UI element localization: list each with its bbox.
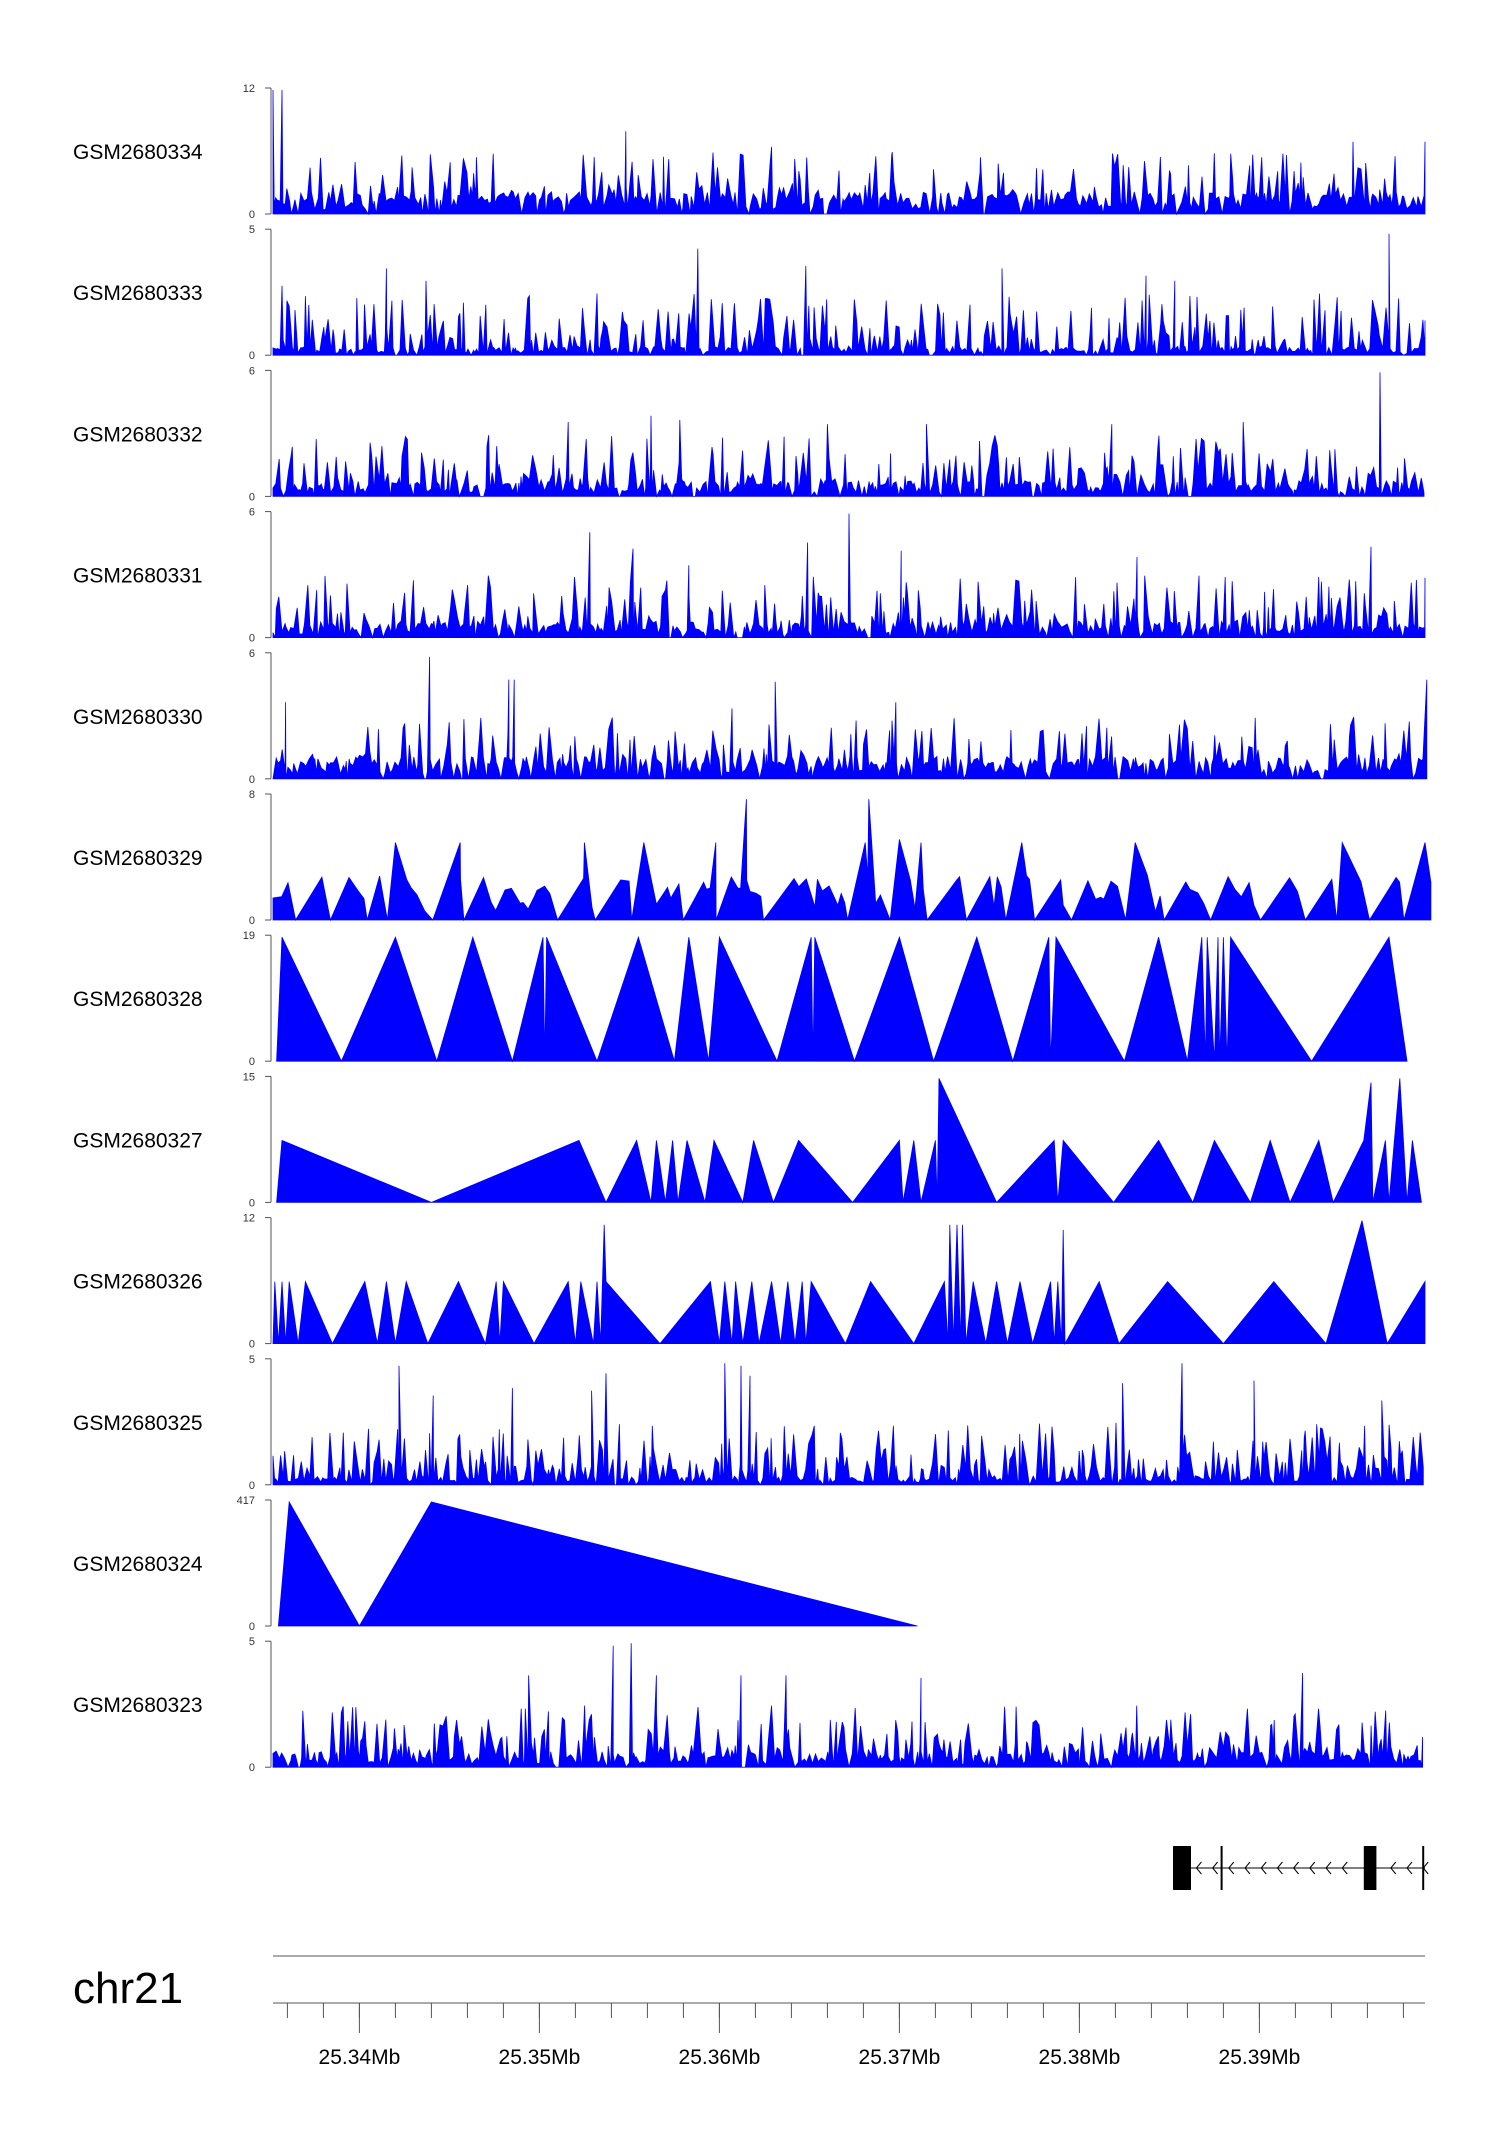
- axis-tick-label: 25.35Mb: [499, 2046, 581, 2069]
- coverage-area: [276, 1078, 1422, 1204]
- gene-exon: [1173, 1846, 1191, 1890]
- strand-chevron: [1211, 1861, 1218, 1875]
- track-name: GSM2680331: [73, 565, 203, 588]
- strand-chevron: [1406, 1861, 1413, 1875]
- track-name: GSM2680324: [73, 1553, 203, 1576]
- axis-tick-label: 25.34Mb: [319, 2046, 401, 2069]
- strand-chevron: [1325, 1861, 1332, 1875]
- y-min-label: 0: [249, 1762, 255, 1774]
- coverage-area: [272, 513, 1426, 640]
- track-gsm2680324: GSM2680324 417 0: [73, 1495, 918, 1633]
- strand-chevron: [1276, 1861, 1283, 1875]
- track-name: GSM2680327: [73, 1129, 203, 1152]
- coverage-area: [272, 372, 1425, 498]
- genome-axis: chr21 25.34Mb 25.35Mb 25.36Mb 25.37Mb 25.38M…: [73, 1955, 1425, 2069]
- strand-chevron: [1195, 1861, 1202, 1875]
- track-gsm2680325: GSM2680325 5 0: [73, 1354, 1424, 1492]
- y-min-label: 0: [249, 633, 255, 645]
- coverage-area: [272, 656, 1428, 781]
- strand-chevron: [1309, 1861, 1316, 1875]
- coverage-area: [272, 89, 1426, 216]
- track-gsm2680331: GSM2680331 6 0: [73, 507, 1426, 645]
- track-name: GSM2680334: [73, 141, 203, 164]
- strand-chevron: [1341, 1861, 1348, 1875]
- y-min-label: 0: [249, 491, 255, 503]
- track-gsm2680327: GSM2680327 15 0: [73, 1071, 1422, 1209]
- strand-chevron: [1292, 1861, 1299, 1875]
- strand-chevron: [1390, 1861, 1397, 1875]
- y-min-label: 0: [249, 915, 255, 927]
- coverage-area: [272, 1643, 1423, 1769]
- y-max-label: 417: [237, 1495, 255, 1507]
- track-gsm2680332: GSM2680332 6 0: [73, 365, 1425, 503]
- coverage-area: [272, 233, 1426, 357]
- track-gsm2680323: GSM2680323 5 0: [73, 1636, 1423, 1774]
- y-min-label: 0: [249, 209, 255, 221]
- y-min-label: 0: [249, 774, 255, 786]
- track-name: GSM2680323: [73, 1694, 203, 1717]
- strand-chevron: [1244, 1861, 1251, 1875]
- y-max-label: 6: [249, 507, 255, 519]
- gene-model-track: [1173, 1846, 1429, 1890]
- y-min-label: 0: [249, 1621, 255, 1633]
- y-max-label: 5: [249, 1636, 255, 1648]
- track-gsm2680334: GSM2680334 12 0: [73, 83, 1426, 221]
- track-gsm2680330: GSM2680330 6 0: [73, 648, 1428, 786]
- y-max-label: 15: [243, 1071, 255, 1083]
- coverage-area: [277, 1500, 918, 1627]
- track-gsm2680328: GSM2680328 19 0: [73, 930, 1408, 1068]
- data-tracks: GSM2680334120GSM268033350GSM268033260GSM…: [73, 83, 1432, 1774]
- coverage-area: [276, 935, 1408, 1063]
- y-max-label: 12: [243, 1213, 255, 1225]
- track-name: GSM2680332: [73, 423, 203, 446]
- track-name: GSM2680325: [73, 1412, 203, 1435]
- y-min-label: 0: [249, 1339, 255, 1351]
- y-max-label: 6: [249, 648, 255, 660]
- gene-exon: [1363, 1846, 1377, 1890]
- axis-tick-label: 25.39Mb: [1219, 2046, 1301, 2069]
- track-gsm2680326: GSM2680326 12 0: [73, 1213, 1426, 1351]
- track-name: GSM2680328: [73, 988, 203, 1011]
- track-name: GSM2680330: [73, 706, 203, 729]
- axis-tick-label: 25.37Mb: [859, 2046, 941, 2069]
- y-max-label: 5: [249, 1354, 255, 1366]
- track-gsm2680333: GSM2680333 5 0: [73, 224, 1426, 362]
- y-max-label: 19: [243, 930, 255, 942]
- track-gsm2680329: GSM2680329 8 0: [73, 789, 1432, 927]
- strand-chevron: [1260, 1861, 1267, 1875]
- coverage-area: [272, 799, 1432, 922]
- y-max-label: 5: [249, 224, 255, 236]
- track-name: GSM2680326: [73, 1271, 203, 1294]
- axis-tick-label: 25.38Mb: [1039, 2046, 1121, 2069]
- y-min-label: 0: [249, 1056, 255, 1068]
- chromosome-label: chr21: [73, 1964, 183, 2013]
- coverage-area: [272, 1220, 1426, 1346]
- y-max-label: 6: [249, 365, 255, 377]
- y-max-label: 8: [249, 789, 255, 801]
- axis-tick-label: 25.36Mb: [679, 2046, 761, 2069]
- y-max-label: 12: [243, 83, 255, 95]
- y-min-label: 0: [249, 350, 255, 362]
- coverage-area: [272, 1363, 1424, 1487]
- track-name: GSM2680329: [73, 847, 203, 870]
- y-min-label: 0: [249, 1197, 255, 1209]
- y-min-label: 0: [249, 1480, 255, 1492]
- strand-chevron: [1228, 1861, 1235, 1875]
- track-name: GSM2680333: [73, 282, 203, 305]
